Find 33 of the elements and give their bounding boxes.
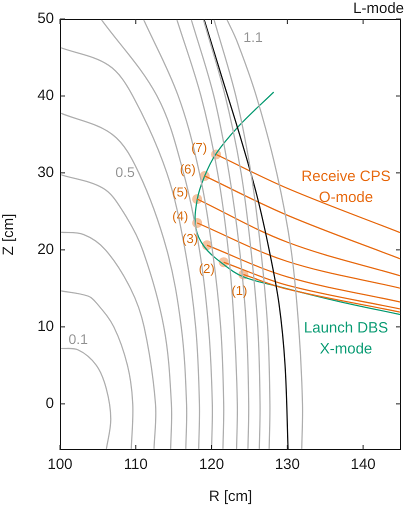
y-tick-label: 30 bbox=[37, 164, 54, 182]
line-series bbox=[60, 232, 157, 450]
series-label: Receive CPS O-mode bbox=[301, 168, 391, 206]
line-series bbox=[213, 19, 271, 450]
y-tick-label: 20 bbox=[37, 241, 54, 258]
y-axis-title: Z [cm] bbox=[0, 214, 18, 256]
annotation: 0.1 bbox=[68, 330, 88, 347]
annotation: (2) bbox=[198, 260, 215, 276]
x-axis-title: R [cm] bbox=[208, 488, 252, 506]
x-tick-label: 100 bbox=[47, 456, 73, 474]
annotation: (3) bbox=[182, 230, 198, 246]
x-tick-label: 110 bbox=[124, 456, 148, 474]
annotation: (4) bbox=[172, 208, 188, 224]
line-series bbox=[100, 19, 214, 450]
line-series bbox=[142, 19, 224, 450]
annotation: (5) bbox=[172, 184, 188, 200]
annotation: 0.5 bbox=[115, 164, 136, 180]
line-series bbox=[226, 19, 304, 450]
y-tick-label: 40 bbox=[37, 87, 54, 104]
annotation: (1) bbox=[231, 283, 248, 298]
annotation: 1.1 bbox=[243, 28, 263, 45]
y-tick-label: 50 bbox=[37, 10, 54, 28]
x-tick-label: 130 bbox=[274, 456, 300, 474]
x-tick-label: 140 bbox=[350, 456, 376, 474]
text: L-mode bbox=[353, 0, 404, 18]
series-label: Launch DBS X-mode bbox=[304, 320, 388, 358]
y-tick-label: 10 bbox=[37, 318, 54, 335]
line-series bbox=[60, 348, 112, 450]
annotation: (7) bbox=[191, 140, 208, 156]
x-tick-label: 120 bbox=[199, 456, 224, 474]
line-series bbox=[60, 290, 134, 450]
y-tick-label: 0 bbox=[46, 394, 54, 412]
annotation: (6) bbox=[180, 162, 196, 177]
